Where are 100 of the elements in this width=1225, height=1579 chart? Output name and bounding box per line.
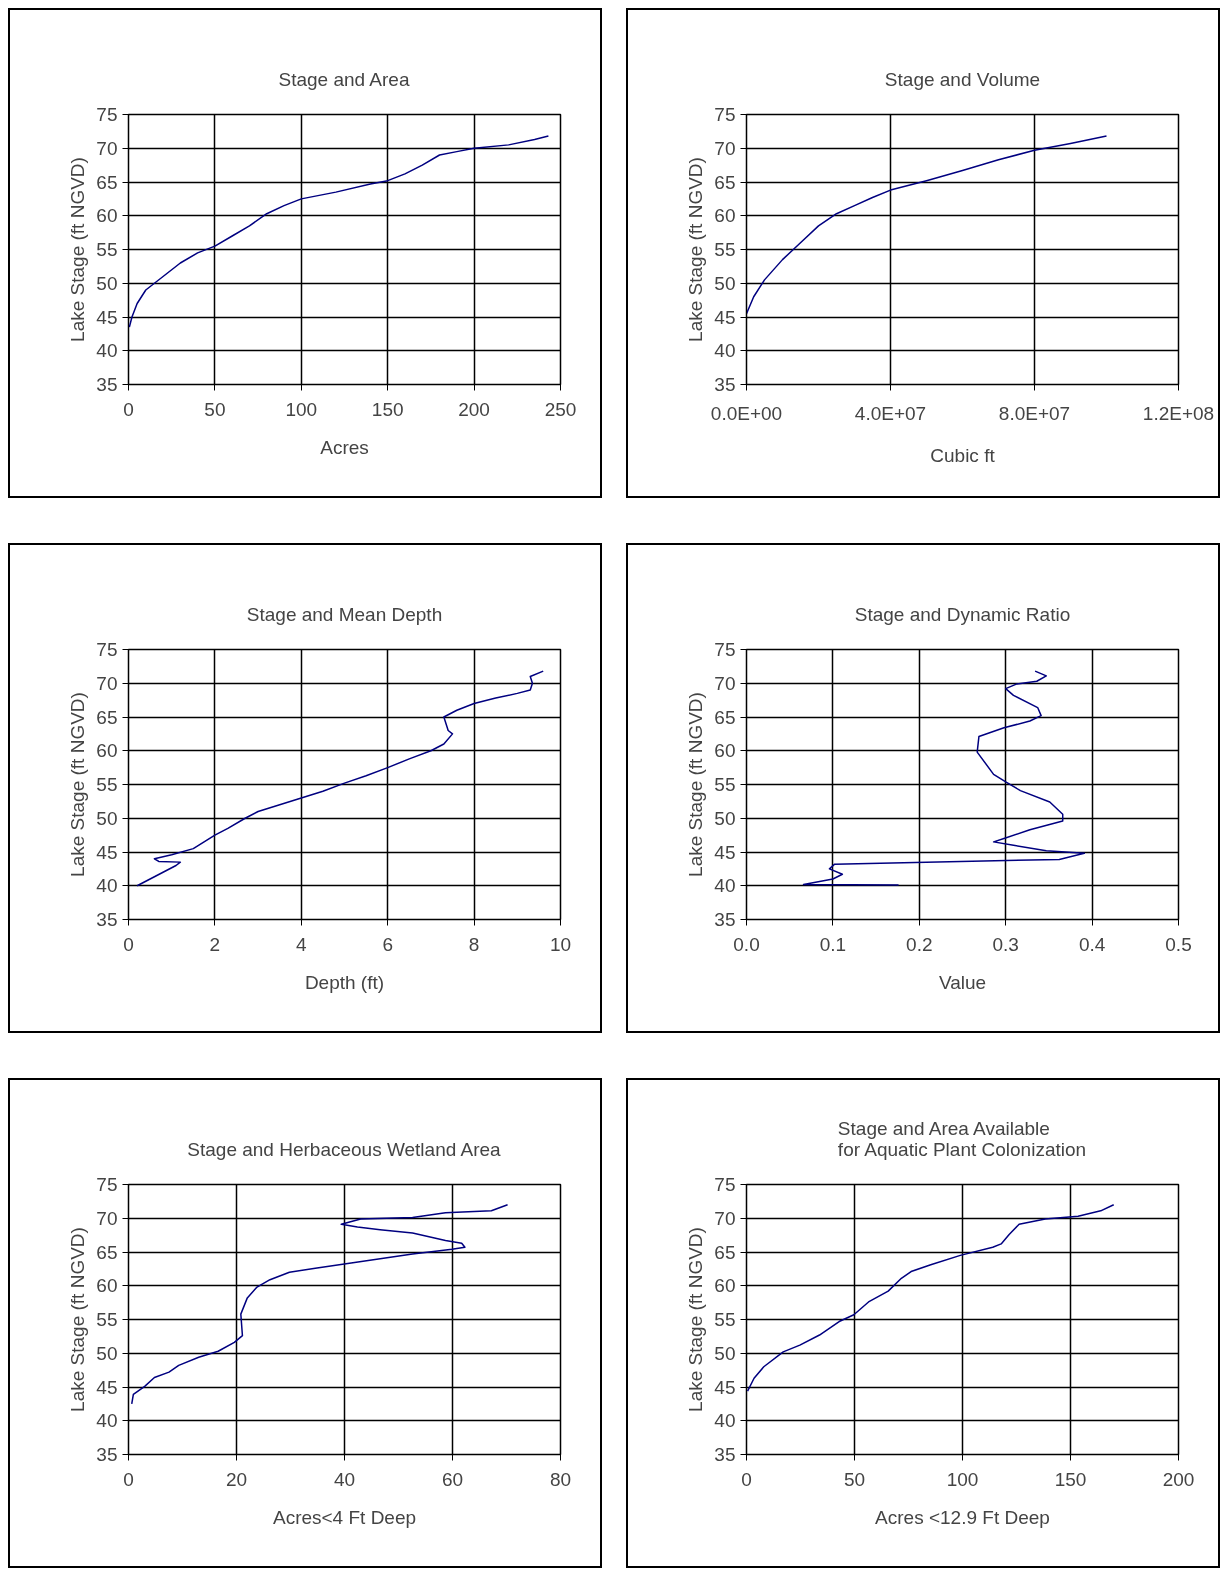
- y-tick-label: 70: [714, 672, 736, 694]
- y-tick-label: 40: [96, 1410, 118, 1432]
- y-tick-label: 40: [714, 875, 736, 897]
- x-tick-label: 0: [123, 398, 134, 420]
- x-axis-title: Acres <12.9 Ft Deep: [875, 1506, 1050, 1528]
- y-tick-label: 40: [714, 340, 736, 362]
- x-tick-label: 150: [1054, 1468, 1087, 1490]
- x-tick-label: 60: [441, 1468, 464, 1490]
- chart-title: Stage and Dynamic Ratio: [854, 603, 1071, 625]
- x-tick-label: 200: [1162, 1468, 1195, 1490]
- y-tick-label: 55: [714, 239, 736, 260]
- y-tick-label: 70: [96, 1207, 118, 1229]
- x-tick-label: 2: [209, 933, 221, 955]
- y-tick-label: 70: [96, 672, 118, 694]
- line-series: [128, 135, 550, 328]
- y-tick-label: 60: [714, 205, 736, 227]
- line-series: [130, 1204, 509, 1405]
- y-tick-label: 35: [96, 909, 118, 930]
- y-tick-label: 55: [714, 774, 736, 795]
- y-tick-label: 45: [96, 1376, 118, 1398]
- y-tick-label: 60: [96, 740, 118, 762]
- y-tick-label: 70: [714, 137, 736, 159]
- x-tick-label: 0.1: [819, 933, 847, 955]
- x-tick-label: 0: [741, 1468, 752, 1490]
- y-tick-label: 35: [714, 909, 736, 930]
- x-tick-label: 10: [549, 933, 572, 955]
- chart-title: Stage and Herbaceous Wetland Area: [187, 1138, 502, 1160]
- x-tick-label: 40: [333, 1468, 356, 1490]
- y-tick-label: 45: [714, 1376, 736, 1398]
- x-tick-label: 0: [123, 1468, 134, 1490]
- y-axis-title: Lake Stage (ft NGVD): [685, 157, 707, 342]
- x-tick-label: 150: [371, 398, 404, 420]
- x-tick-label: 8: [468, 933, 480, 955]
- y-tick-label: 50: [96, 807, 118, 829]
- x-tick-label: 0.0E+00: [710, 402, 783, 424]
- y-tick-label: 65: [96, 1241, 118, 1263]
- x-tick-label: 1.2E+08: [1142, 402, 1215, 424]
- x-tick-label: 8.0E+07: [998, 402, 1071, 424]
- x-tick-label: 50: [843, 1468, 866, 1490]
- x-axis-title: Value: [938, 971, 987, 993]
- y-tick-label: 60: [96, 1275, 118, 1297]
- x-tick-label: 250: [544, 398, 577, 420]
- y-tick-label: 70: [714, 1207, 736, 1229]
- x-axis-title: Acres<4 Ft Deep: [272, 1506, 417, 1528]
- y-tick-label: 50: [96, 272, 118, 294]
- y-tick-label: 55: [96, 1309, 118, 1330]
- y-tick-label: 35: [714, 374, 736, 395]
- y-tick-label: 65: [714, 706, 736, 728]
- x-tick-label: 6: [382, 933, 393, 955]
- chart-title: Stage and Area: [278, 68, 410, 90]
- x-tick-label: 4: [296, 933, 308, 955]
- x-tick-label: 0.3: [992, 933, 1019, 955]
- x-tick-label: 50: [204, 398, 226, 420]
- y-tick-label: 75: [96, 639, 118, 660]
- x-axis-title: Depth (ft): [304, 971, 385, 993]
- y-tick-label: 45: [96, 306, 118, 328]
- y-tick-label: 65: [96, 706, 118, 728]
- y-axis-title: Lake Stage (ft NGVD): [67, 157, 89, 342]
- x-axis-title: Acres: [320, 436, 369, 458]
- x-tick-label: 4.0E+07: [854, 402, 927, 424]
- y-tick-label: 35: [96, 374, 118, 395]
- y-axis-title: Lake Stage (ft NGVD): [67, 692, 89, 877]
- y-tick-label: 60: [714, 1275, 736, 1297]
- y-tick-label: 75: [714, 1174, 736, 1195]
- x-tick-label: 100: [946, 1468, 979, 1490]
- y-axis-title: Lake Stage (ft NGVD): [685, 692, 707, 877]
- line-series: [802, 670, 1086, 886]
- y-tick-label: 40: [714, 1410, 736, 1432]
- y-tick-label: 45: [714, 841, 736, 863]
- y-axis-title: Lake Stage (ft NGVD): [67, 1227, 89, 1412]
- y-tick-label: 40: [96, 875, 118, 897]
- y-tick-label: 50: [714, 1342, 736, 1364]
- y-tick-label: 55: [96, 774, 118, 795]
- x-axis-title: Cubic ft: [930, 444, 996, 466]
- x-tick-label: 200: [458, 398, 490, 420]
- x-tick-label: 20: [225, 1468, 248, 1490]
- x-tick-label: 0: [123, 933, 134, 955]
- line-series: [746, 1204, 1115, 1392]
- y-axis-title: Lake Stage (ft NGVD): [685, 1227, 707, 1412]
- y-tick-label: 70: [96, 137, 118, 159]
- y-tick-label: 75: [96, 104, 118, 125]
- y-tick-label: 50: [96, 1342, 118, 1364]
- y-tick-label: 35: [96, 1444, 118, 1465]
- y-tick-label: 75: [714, 639, 736, 660]
- chart-title: Stage and Volume: [884, 68, 1041, 90]
- y-tick-label: 45: [96, 841, 118, 863]
- y-tick-label: 75: [96, 1174, 118, 1195]
- y-tick-label: 45: [714, 306, 736, 328]
- y-tick-label: 60: [96, 205, 118, 227]
- y-tick-label: 65: [714, 1241, 736, 1263]
- y-tick-label: 50: [714, 807, 736, 829]
- chart-title: Stage and Area Available for Aquatic Plant Colonization: [837, 1117, 1087, 1160]
- x-tick-label: 0.0: [733, 933, 760, 955]
- y-tick-label: 65: [96, 171, 118, 193]
- y-tick-label: 55: [714, 1309, 736, 1330]
- chart-title: Stage and Mean Depth: [246, 603, 443, 625]
- x-tick-label: 0.2: [906, 933, 933, 955]
- y-tick-label: 35: [714, 1444, 736, 1465]
- y-tick-label: 55: [96, 239, 118, 260]
- x-tick-label: 0.4: [1078, 933, 1106, 955]
